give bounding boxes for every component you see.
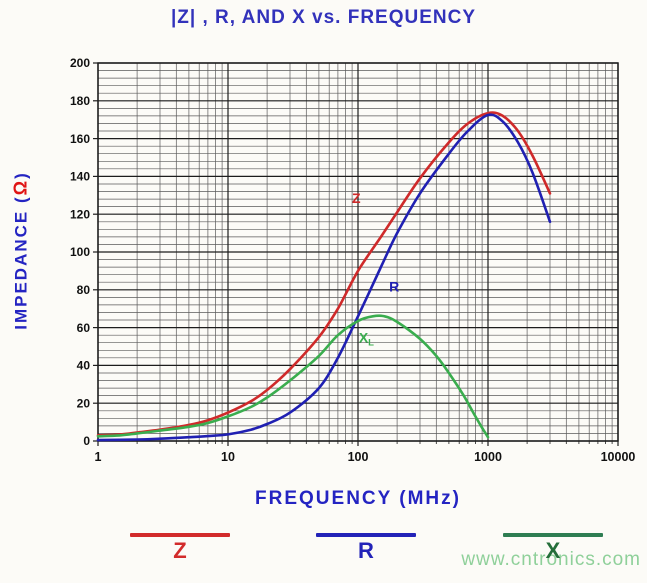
y-axis-label-close: ) bbox=[11, 171, 31, 179]
legend-line-x bbox=[503, 533, 603, 537]
svg-text:R: R bbox=[389, 279, 399, 295]
plot-area: 0 20 40 60 80 100 120 140 160 180 200 1 10 100 1000 100… bbox=[70, 56, 636, 464]
chart-title: |Z| , R, AND X vs. FREQUENCY bbox=[170, 7, 477, 28]
legend-line-r bbox=[316, 533, 416, 537]
svg-text:180: 180 bbox=[70, 94, 90, 108]
legend-item-x: X bbox=[493, 533, 613, 562]
svg-text:160: 160 bbox=[70, 132, 90, 146]
svg-text:100: 100 bbox=[70, 245, 90, 259]
svg-text:10000: 10000 bbox=[601, 450, 636, 464]
svg-text:20: 20 bbox=[77, 396, 91, 410]
svg-text:120: 120 bbox=[70, 207, 90, 221]
svg-text:10: 10 bbox=[221, 450, 235, 464]
svg-text:100: 100 bbox=[348, 450, 369, 464]
legend: Z R X bbox=[0, 533, 647, 581]
legend-label-z: Z bbox=[173, 538, 187, 563]
svg-text:80: 80 bbox=[77, 283, 91, 297]
svg-text:40: 40 bbox=[77, 359, 91, 373]
svg-text:1000: 1000 bbox=[474, 450, 502, 464]
svg-text:Z: Z bbox=[352, 190, 361, 206]
y-axis-label: IMPEDANCE (Ω) bbox=[11, 71, 32, 431]
legend-item-r: R bbox=[306, 533, 426, 562]
legend-label-x: X bbox=[545, 538, 561, 563]
svg-text:140: 140 bbox=[70, 170, 90, 184]
legend-line-z bbox=[130, 533, 230, 537]
legend-item-z: Z bbox=[120, 533, 240, 562]
svg-text:60: 60 bbox=[77, 321, 91, 335]
legend-label-r: R bbox=[358, 538, 374, 563]
svg-text:0: 0 bbox=[83, 434, 90, 448]
svg-text:1: 1 bbox=[95, 450, 102, 464]
y-axis-label-text: IMPEDANCE ( bbox=[11, 195, 31, 330]
svg-text:XL: XL bbox=[359, 330, 374, 349]
watermark: www.cntronics.com bbox=[461, 549, 641, 570]
omega-symbol: Ω bbox=[10, 178, 31, 196]
x-axis-label: FREQUENCY (MHz) bbox=[255, 488, 461, 509]
svg-text:200: 200 bbox=[70, 56, 90, 70]
